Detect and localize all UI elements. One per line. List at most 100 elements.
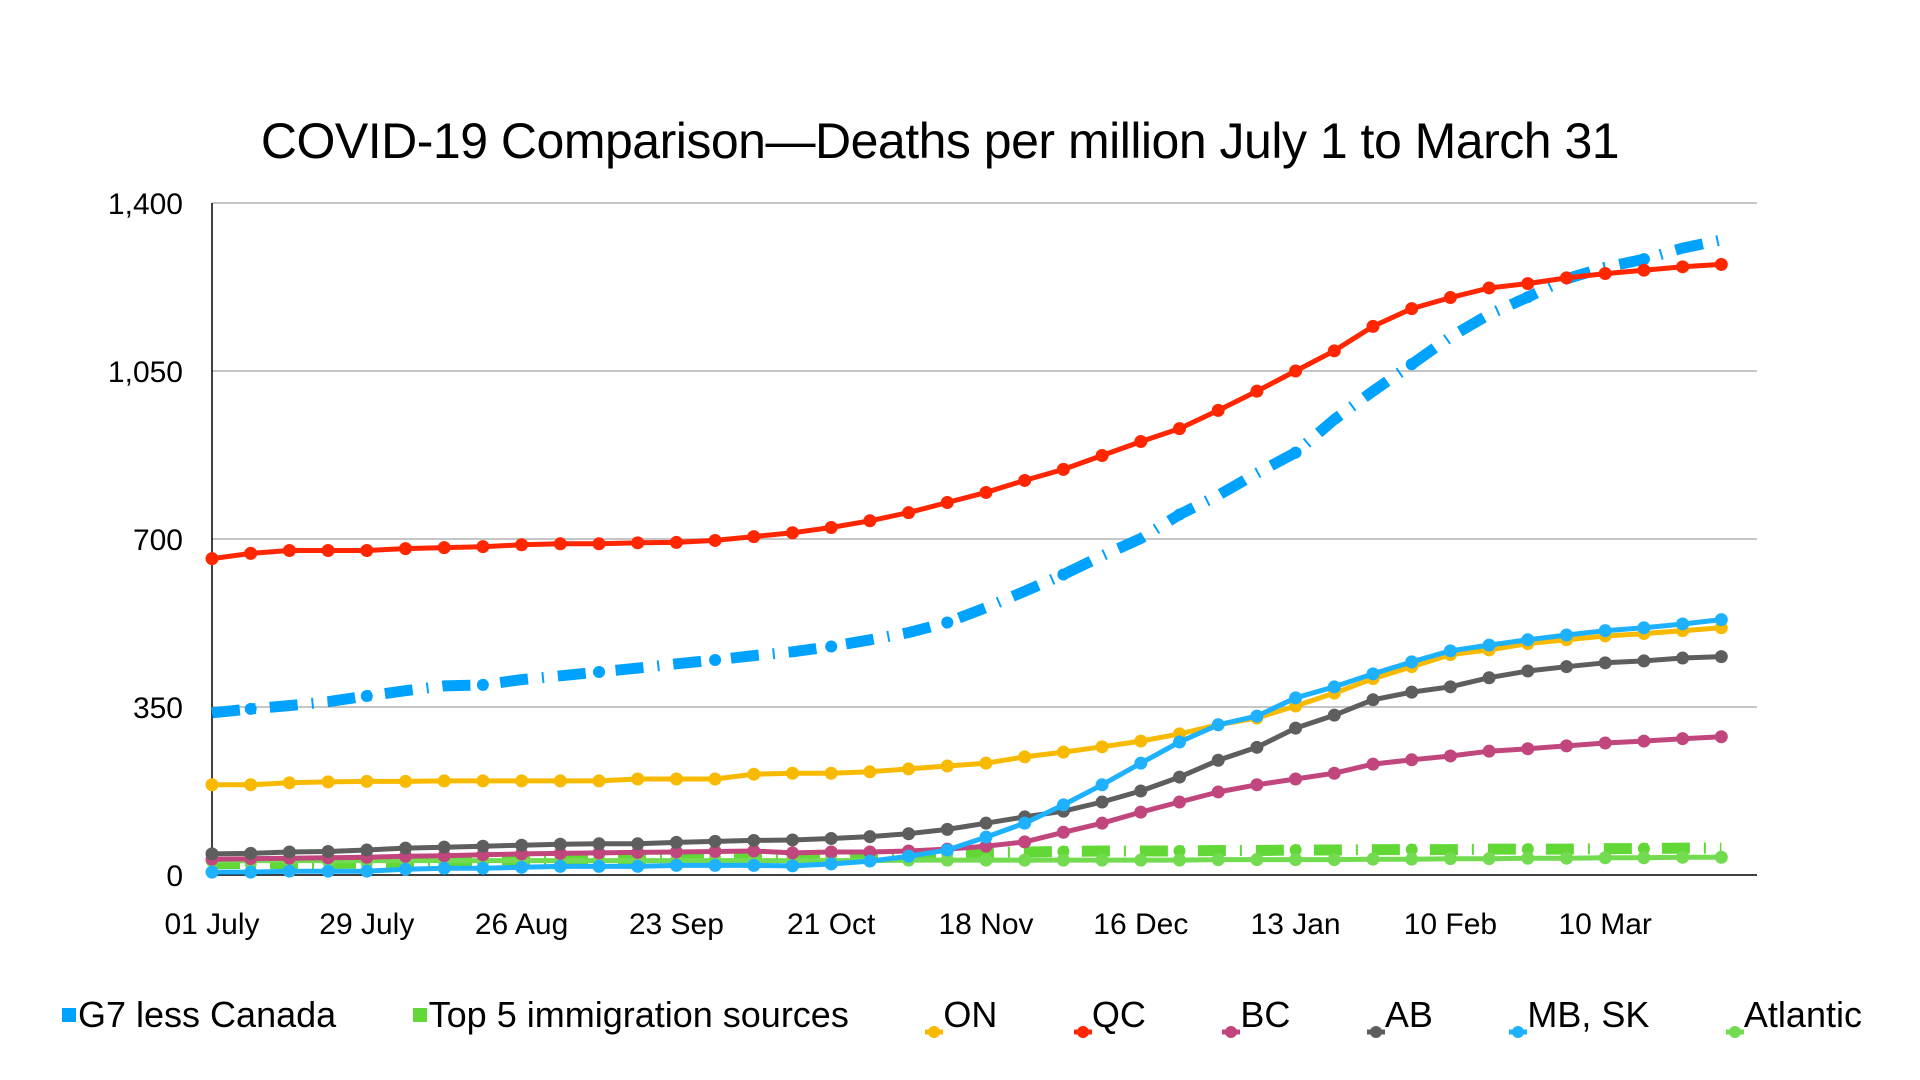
data-point	[1676, 260, 1690, 274]
data-point	[824, 845, 838, 859]
data-point	[515, 860, 529, 874]
data-point	[1095, 853, 1109, 867]
legend-item: AB	[1366, 994, 1433, 1038]
data-point	[399, 841, 412, 855]
data-point	[1289, 446, 1302, 459]
data-point	[1134, 853, 1148, 867]
data-point	[708, 858, 722, 872]
data-point	[515, 838, 529, 852]
x-tick-label: 23 Sep	[629, 908, 724, 941]
data-point	[1598, 624, 1612, 638]
data-point	[282, 864, 296, 878]
legend-line-dot-marker-icon	[1073, 1007, 1092, 1038]
data-point	[1327, 680, 1341, 694]
data-point	[1095, 795, 1109, 809]
data-point	[1598, 851, 1612, 865]
data-point	[786, 766, 799, 780]
data-point	[902, 849, 916, 863]
data-point	[863, 765, 877, 779]
data-point	[1560, 660, 1573, 674]
data-point	[476, 774, 490, 788]
data-point	[1018, 750, 1032, 764]
legend-item: ON	[925, 994, 998, 1038]
data-point	[940, 843, 954, 857]
x-tick-label: 29 July	[319, 908, 414, 941]
legend-line-dot-marker-icon	[1366, 1007, 1385, 1038]
data-point	[1598, 736, 1612, 750]
data-point	[437, 541, 451, 555]
series-line	[211, 261, 1722, 562]
data-point	[669, 858, 683, 872]
series-line	[212, 617, 1722, 875]
data-point	[1714, 257, 1728, 271]
data-point	[1250, 778, 1264, 792]
data-point	[1521, 843, 1534, 856]
gridlines	[212, 202, 1757, 708]
data-point	[824, 857, 838, 871]
data-point	[669, 835, 683, 849]
data-point	[1676, 732, 1690, 746]
data-point	[1018, 816, 1032, 830]
data-point	[321, 864, 335, 878]
legend-square-marker-icon	[412, 1008, 427, 1022]
data-point	[1173, 795, 1186, 809]
data-point	[786, 846, 799, 860]
data-point	[1405, 852, 1419, 866]
data-point	[786, 859, 799, 873]
x-tick-label: 16 Dec	[1093, 908, 1188, 941]
legend-label: Atlantic	[1743, 994, 1862, 1035]
x-tick-label: 18 Nov	[938, 908, 1033, 941]
data-point	[1211, 853, 1225, 867]
data-point	[1289, 721, 1303, 735]
chart-title: COVID-19 Comparison—Deaths per million J…	[260, 113, 1620, 169]
data-point	[1173, 845, 1186, 857]
data-point	[1095, 448, 1109, 462]
data-point	[399, 862, 412, 876]
data-point	[1443, 291, 1457, 305]
data-point	[1289, 364, 1303, 378]
data-point	[1482, 281, 1496, 295]
data-point	[1482, 852, 1496, 866]
data-point	[282, 544, 296, 558]
data-point	[824, 832, 838, 846]
data-point	[1405, 843, 1418, 856]
legend-line-dot-marker-icon	[1725, 1007, 1744, 1038]
x-tick-label: 10 Feb	[1404, 908, 1497, 941]
data-point	[1405, 358, 1418, 371]
data-point	[360, 864, 374, 878]
data-point	[709, 653, 722, 666]
data-point	[669, 772, 683, 786]
data-point	[1327, 853, 1341, 867]
data-point	[1057, 568, 1070, 581]
data-point	[1056, 825, 1070, 839]
series-line	[212, 854, 1722, 864]
data-point	[1173, 770, 1186, 784]
data-point	[669, 535, 683, 549]
data-point	[553, 537, 567, 551]
data-point	[747, 844, 761, 858]
data-point	[1676, 651, 1690, 665]
data-point	[1173, 508, 1186, 521]
data-point	[1560, 851, 1573, 865]
data-point	[360, 843, 374, 857]
legend-square-marker-icon	[62, 1008, 76, 1022]
data-point	[1482, 744, 1496, 758]
data-point	[1521, 291, 1534, 304]
data-point	[476, 839, 490, 853]
legend-line-dot-marker-icon	[1509, 1007, 1528, 1038]
y-tick-label: 700	[133, 524, 183, 557]
legend-item: Top 5 immigration sources	[412, 994, 849, 1036]
data-point	[1521, 851, 1535, 865]
data-point	[437, 774, 451, 788]
data-point	[708, 772, 722, 786]
series-g7-less-canada	[211, 234, 1723, 719]
data-point	[979, 839, 993, 853]
data-point	[592, 846, 606, 860]
data-point	[244, 702, 257, 715]
data-point	[321, 775, 335, 789]
legend-label: ON	[943, 994, 998, 1035]
data-point	[631, 536, 645, 550]
data-point	[1443, 680, 1457, 694]
legend-item: G7 less Canada	[62, 994, 336, 1036]
data-point	[1018, 853, 1032, 867]
